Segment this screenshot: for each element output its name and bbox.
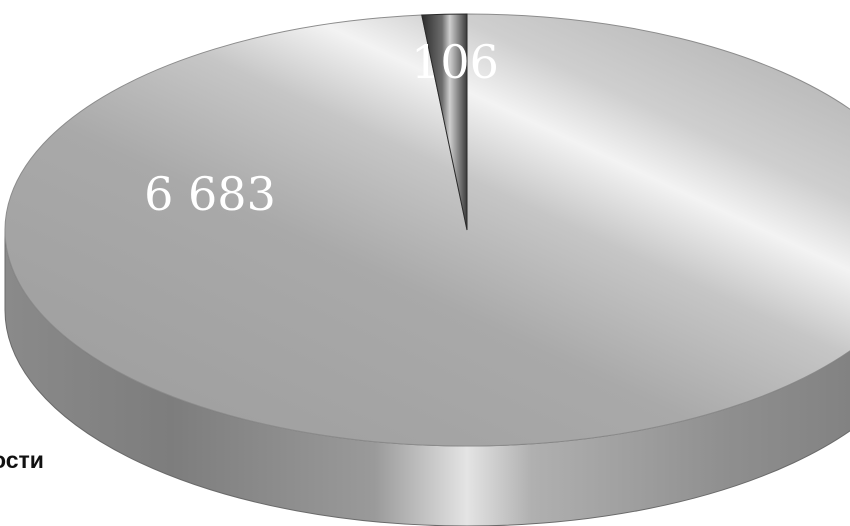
pie-slice-large — [4, 13, 850, 447]
legend-text: ости — [0, 447, 44, 473]
pie-slices — [4, 13, 850, 526]
pie-labels: 6 683 106 — [144, 35, 499, 221]
pie-data-label-large: 6 683 — [144, 167, 276, 221]
pie-slice-small — [421, 13, 468, 231]
pie-data-label-small: 106 — [411, 35, 499, 89]
